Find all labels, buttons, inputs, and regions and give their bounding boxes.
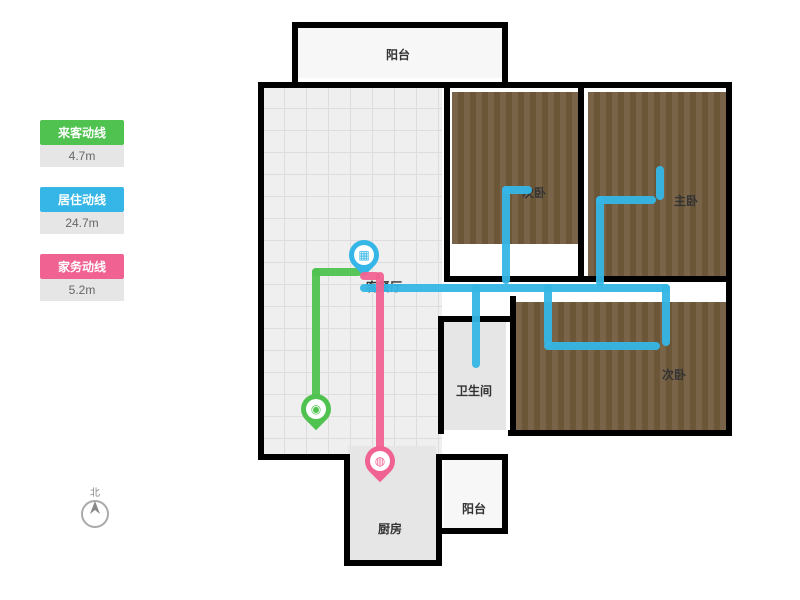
- wall: [258, 82, 264, 460]
- flow-segment: [656, 166, 664, 200]
- wall: [436, 528, 508, 534]
- room-阳台: [444, 460, 504, 532]
- legend-item-live: 居住动线 24.7m: [40, 187, 124, 234]
- flow-segment: [544, 284, 552, 346]
- compass-icon: 北: [76, 486, 114, 530]
- wall: [436, 454, 442, 566]
- legend-item-guest: 来客动线 4.7m: [40, 120, 124, 167]
- flow-node-pot: ◍: [365, 446, 395, 484]
- wall: [292, 22, 508, 28]
- flow-segment: [544, 342, 660, 350]
- wall: [438, 316, 444, 434]
- wall: [344, 560, 440, 566]
- room-label: 厨房: [378, 520, 402, 537]
- flow-segment: [502, 186, 510, 284]
- flow-segment: [360, 284, 670, 292]
- legend-value: 24.7m: [40, 212, 124, 234]
- wall: [444, 276, 732, 282]
- wall: [502, 22, 508, 84]
- wall: [502, 454, 508, 534]
- flow-node-person: ◉: [301, 394, 331, 432]
- wall: [292, 22, 298, 84]
- legend-title: 来客动线: [40, 120, 124, 145]
- flow-segment: [360, 272, 380, 280]
- legend-title: 家务动线: [40, 254, 124, 279]
- wall: [508, 430, 732, 436]
- room-label: 主卧: [674, 192, 698, 209]
- room-次卧: [452, 92, 578, 244]
- wall: [344, 454, 350, 566]
- room-label: 次卧: [662, 366, 686, 383]
- wall: [578, 86, 584, 278]
- wall: [444, 86, 450, 280]
- compass-label: 北: [90, 487, 100, 499]
- flow-segment: [662, 284, 670, 346]
- legend-item-chore: 家务动线 5.2m: [40, 254, 124, 301]
- legend: 来客动线 4.7m 居住动线 24.7m 家务动线 5.2m: [40, 120, 124, 321]
- wall: [726, 82, 732, 436]
- wall: [436, 454, 508, 460]
- room-label: 阳台: [462, 500, 486, 517]
- wall: [258, 454, 350, 460]
- legend-title: 居住动线: [40, 187, 124, 212]
- room-label: 卫生间: [456, 382, 492, 399]
- room-label: 阳台: [386, 46, 410, 63]
- flow-segment: [502, 186, 532, 194]
- flow-segment: [472, 284, 480, 368]
- legend-value: 5.2m: [40, 279, 124, 301]
- flow-segment: [596, 196, 656, 204]
- legend-value: 4.7m: [40, 145, 124, 167]
- floor-plan: 阳台客餐厅次卧主卧次卧卫生间厨房阳台◉▦◍: [200, 20, 740, 580]
- wall: [258, 82, 732, 88]
- flow-segment: [596, 196, 604, 286]
